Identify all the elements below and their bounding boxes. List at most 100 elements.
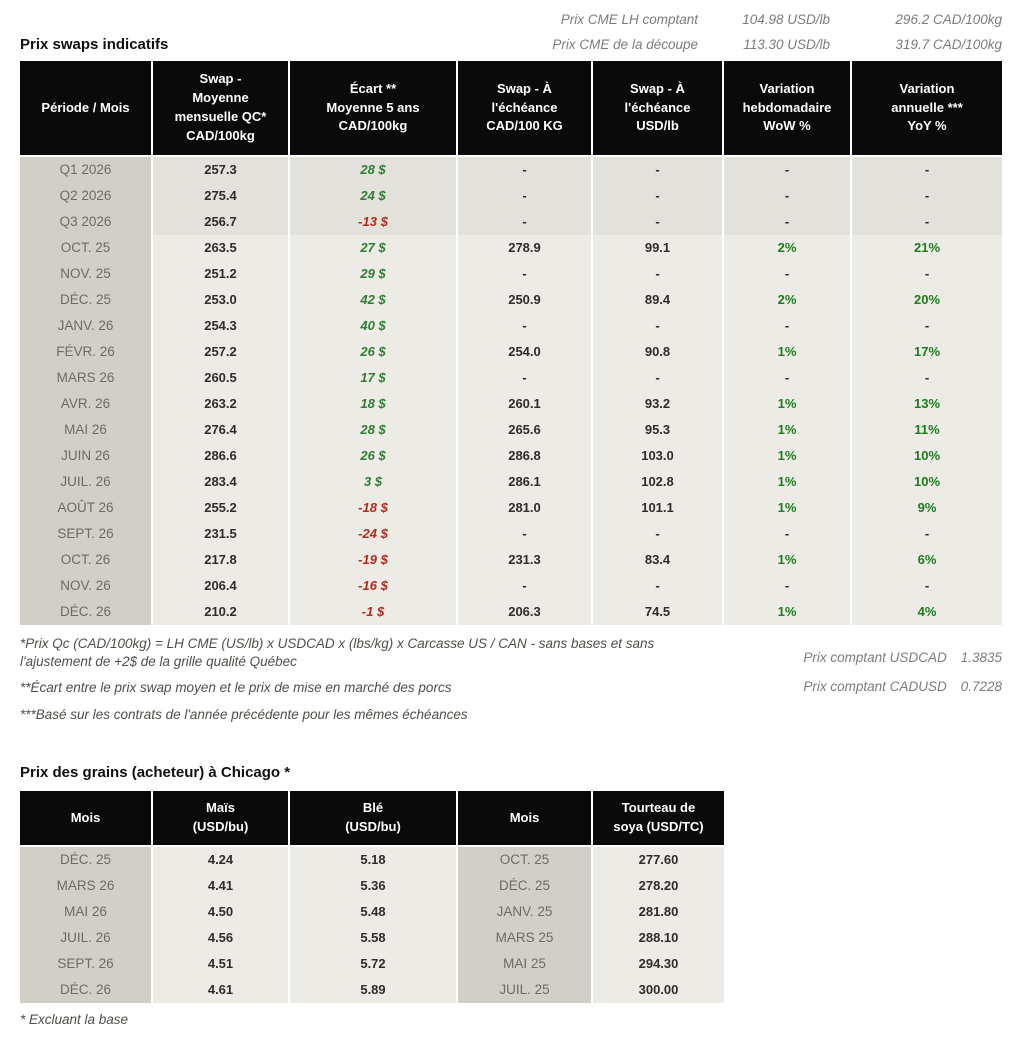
- wow-cell: 1%: [724, 417, 852, 443]
- swap-cad-cell: 260.1: [458, 391, 593, 417]
- yoy-cell: 4%: [852, 599, 1002, 625]
- yoy-cell: -: [852, 261, 1002, 287]
- spot-rates: Prix comptant USDCAD 1.3835 Prix comptant…: [803, 635, 1002, 708]
- swaps-section-title: Prix swaps indicatifs: [20, 36, 169, 53]
- swap-cad-cell: -: [458, 313, 593, 339]
- period-cell: Q2 2026: [20, 183, 153, 209]
- soymeal-price-cell: 278.20: [593, 872, 724, 899]
- swap-cad-cell: 254.0: [458, 339, 593, 365]
- swap-avg-cell: 283.4: [153, 469, 290, 495]
- swap-usd-cell: -: [593, 313, 724, 339]
- column-header: Variation hebdomadaire WoW %: [724, 61, 852, 157]
- ecart-cell: 26 $: [290, 443, 458, 469]
- period-cell: JUIL. 26: [20, 469, 153, 495]
- swap-usd-cell: 101.1: [593, 495, 724, 521]
- swap-cad-cell: -: [458, 183, 593, 209]
- swap-avg-cell: 276.4: [153, 417, 290, 443]
- ecart-cell: -16 $: [290, 573, 458, 599]
- swaps-row: Q3 2026 256.7 -13 $ - - - -: [20, 209, 1002, 235]
- swaps-row: AOÛT 26 255.2 -18 $281.0 101.1 1% 9%: [20, 495, 1002, 521]
- swap-usd-cell: -: [593, 573, 724, 599]
- yoy-cell: 11%: [852, 417, 1002, 443]
- swap-usd-cell: 102.8: [593, 469, 724, 495]
- period-cell: OCT. 25: [20, 235, 153, 261]
- swap-cad-cell: -: [458, 209, 593, 235]
- column-header: Écart ** Moyenne 5 ans CAD/100kg: [290, 61, 458, 157]
- yoy-cell: -: [852, 521, 1002, 547]
- swaps-row: DÉC. 26 210.2 -1 $206.3 74.5 1% 4%: [20, 599, 1002, 625]
- wow-cell: 1%: [724, 599, 852, 625]
- period-cell: NOV. 26: [20, 573, 153, 599]
- swaps-row: SEPT. 26 231.5 -24 $ - - - -: [20, 521, 1002, 547]
- wow-cell: 1%: [724, 391, 852, 417]
- month-cell: OCT. 25: [458, 846, 593, 873]
- cme-cutout-label: Prix CME de la découpe: [552, 37, 698, 52]
- period-cell: MARS 26: [20, 365, 153, 391]
- period-cell: FÉVR. 26: [20, 339, 153, 365]
- period-cell: SEPT. 26: [20, 521, 153, 547]
- swaps-row: MARS 26 260.5 17 $ - - - -: [20, 365, 1002, 391]
- yoy-cell: 9%: [852, 495, 1002, 521]
- wow-cell: 1%: [724, 469, 852, 495]
- grains-row: MARS 26 4.41 5.36 DÉC. 25 278.20: [20, 872, 724, 899]
- yoy-cell: -: [852, 183, 1002, 209]
- swap-usd-cell: -: [593, 261, 724, 287]
- ecart-cell: -24 $: [290, 521, 458, 547]
- swap-avg-cell: 275.4: [153, 183, 290, 209]
- ecart-cell: 29 $: [290, 261, 458, 287]
- column-header: Swap - Moyenne mensuelle QC* CAD/100kg: [153, 61, 290, 157]
- footnote-ecart: **Écart entre le prix swap moyen et le p…: [20, 680, 452, 696]
- swaps-row: Q1 2026 257.3 28 $ - - - -: [20, 157, 1002, 183]
- swaps-header-row: Période / Mois Swap - Moyenne mensuelle Q…: [20, 61, 1002, 157]
- swap-cad-cell: -: [458, 365, 593, 391]
- swap-usd-cell: 74.5: [593, 599, 724, 625]
- column-header: Blé (USD/bu): [290, 791, 458, 847]
- corn-price-cell: 4.61: [153, 976, 290, 1003]
- yoy-cell: -: [852, 209, 1002, 235]
- swap-avg-cell: 231.5: [153, 521, 290, 547]
- swap-cad-cell: 278.9: [458, 235, 593, 261]
- swap-usd-cell: 83.4: [593, 547, 724, 573]
- grains-header-row: Mois Maïs (USD/bu) Blé (USD/bu) Mois Tourtea…: [20, 791, 724, 847]
- swap-avg-cell: 217.8: [153, 547, 290, 573]
- cme-cutout-cad-price: 319.7 CAD/100kg: [895, 37, 1002, 52]
- yoy-cell: 10%: [852, 469, 1002, 495]
- grains-row: DÉC. 25 4.24 5.18 OCT. 25 277.60: [20, 846, 724, 873]
- swap-avg-cell: 263.5: [153, 235, 290, 261]
- ecart-cell: -13 $: [290, 209, 458, 235]
- swap-usd-cell: -: [593, 157, 724, 183]
- corn-price-cell: 4.51: [153, 950, 290, 977]
- month-cell: SEPT. 26: [20, 950, 153, 977]
- month-cell: MAI 25: [458, 950, 593, 977]
- yoy-cell: 6%: [852, 547, 1002, 573]
- grains-table: Mois Maïs (USD/bu) Blé (USD/bu) Mois Tourtea…: [20, 791, 724, 1003]
- usdcad-spot-label: Prix comptant USDCAD: [803, 650, 947, 665]
- swaps-row: DÉC. 25 253.0 42 $250.9 89.4 2% 20%: [20, 287, 1002, 313]
- swap-cad-cell: -: [458, 573, 593, 599]
- footnotes-section: *Prix Qc (CAD/100kg) = LH CME (US/lb) x …: [20, 635, 1002, 732]
- ecart-cell: 18 $: [290, 391, 458, 417]
- soymeal-price-cell: 277.60: [593, 846, 724, 873]
- ecart-cell: 24 $: [290, 183, 458, 209]
- swap-usd-cell: -: [593, 209, 724, 235]
- period-cell: Q3 2026: [20, 209, 153, 235]
- ecart-cell: 17 $: [290, 365, 458, 391]
- page-header: Prix CME LH comptant 104.98 USD/lb 296.2…: [20, 12, 1002, 53]
- wow-cell: -: [724, 261, 852, 287]
- swap-avg-cell: 257.3: [153, 157, 290, 183]
- ecart-cell: 26 $: [290, 339, 458, 365]
- wheat-price-cell: 5.18: [290, 846, 458, 873]
- ecart-cell: 42 $: [290, 287, 458, 313]
- usdcad-spot-line: Prix comptant USDCAD 1.3835: [803, 650, 1002, 665]
- yoy-cell: 21%: [852, 235, 1002, 261]
- corn-price-cell: 4.56: [153, 924, 290, 951]
- wheat-price-cell: 5.58: [290, 924, 458, 951]
- wow-cell: -: [724, 209, 852, 235]
- swap-usd-cell: -: [593, 521, 724, 547]
- cme-lh-cad-price: 296.2 CAD/100kg: [895, 12, 1002, 27]
- corn-price-cell: 4.41: [153, 872, 290, 899]
- period-cell: Q1 2026: [20, 157, 153, 183]
- yoy-cell: 10%: [852, 443, 1002, 469]
- ecart-cell: 3 $: [290, 469, 458, 495]
- wow-cell: 1%: [724, 443, 852, 469]
